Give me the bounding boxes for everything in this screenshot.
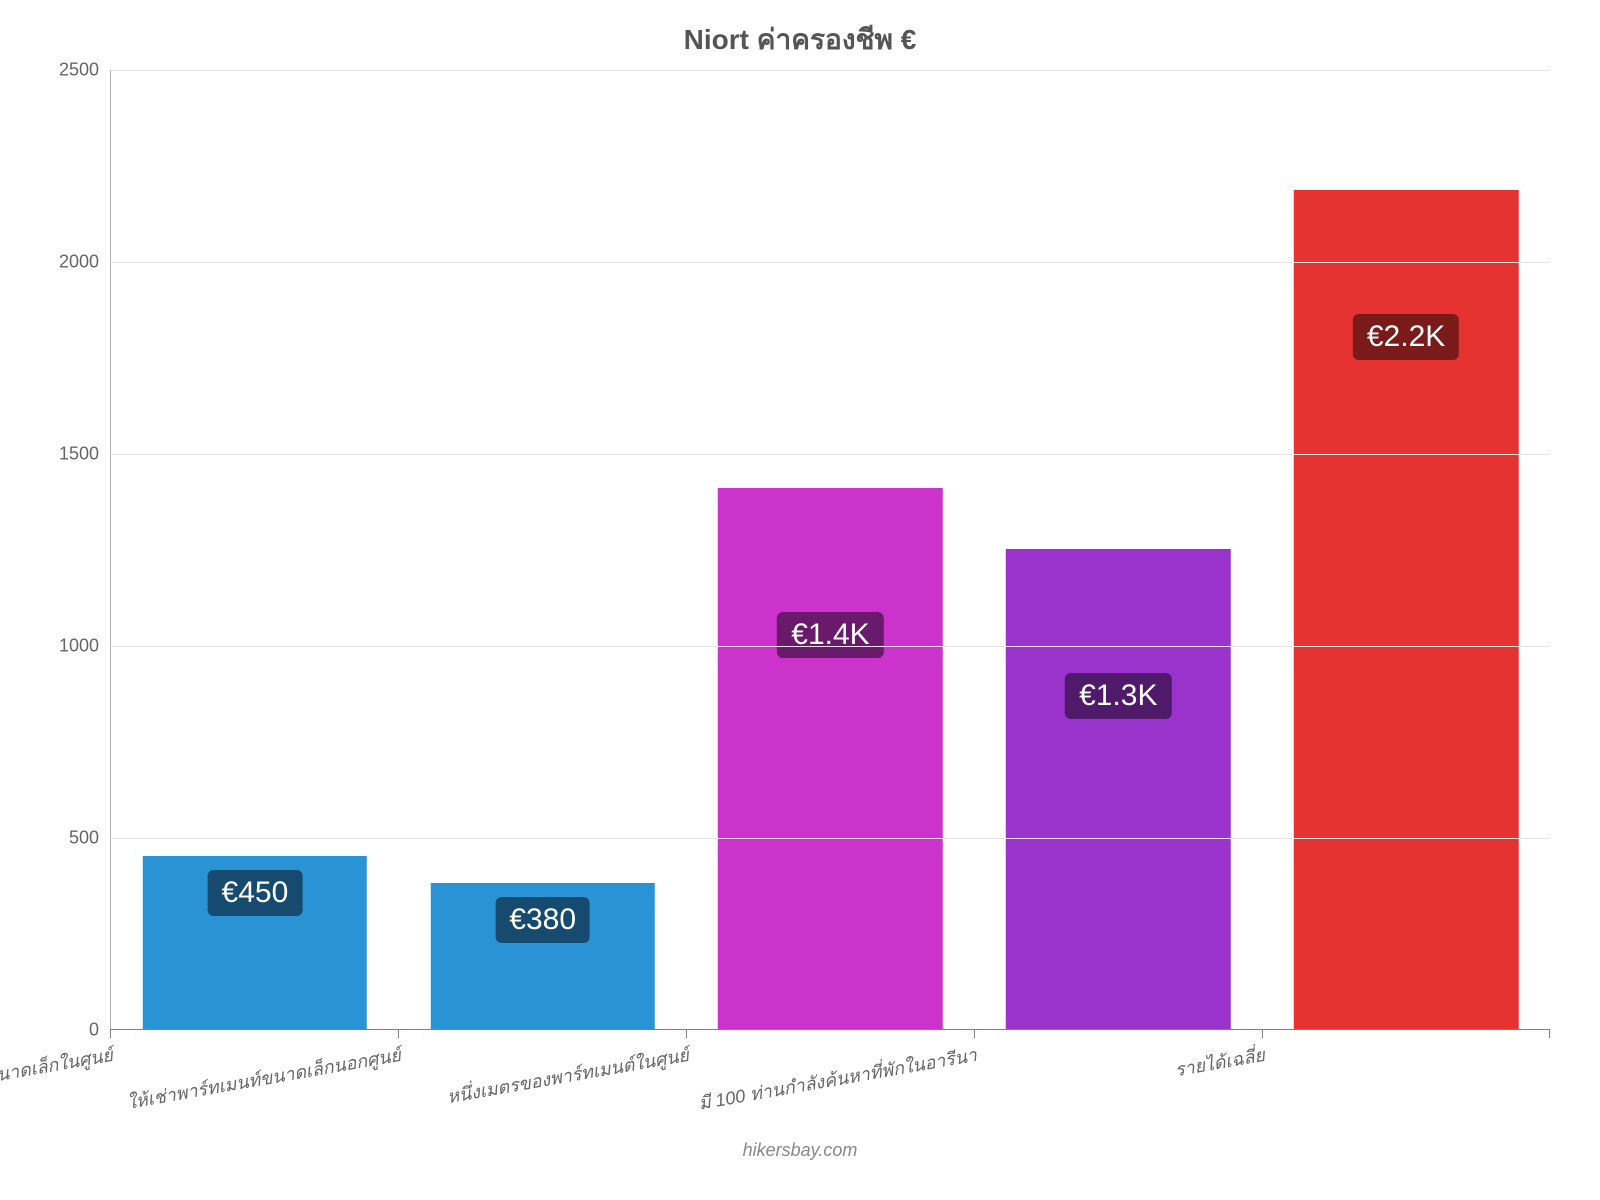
bar-slot: €380 (399, 70, 687, 1029)
bar-value-label: €1.4K (777, 612, 883, 658)
ytick-label: 2500 (59, 60, 111, 81)
ytick-label: 1000 (59, 636, 111, 657)
bar (718, 488, 942, 1029)
ytick-label: 2000 (59, 252, 111, 273)
x-axis: ให้เช่าพาร์ทเมนต์ขนาดเล็กในศูนย์ให้เช่าพ… (110, 1030, 1550, 1150)
bar-value-label: €2.2K (1353, 314, 1459, 360)
gridline (111, 454, 1550, 455)
xtick-mark (110, 1030, 111, 1038)
bar-value-label: €380 (495, 897, 590, 943)
bar-value-label: €450 (208, 870, 303, 916)
xtick-mark (398, 1030, 399, 1038)
bars-container: €450 €380 €1.4K €1.3K €2.2K (111, 70, 1550, 1029)
gridline (111, 70, 1550, 71)
gridline (111, 646, 1550, 647)
bar-slot: €1.3K (974, 70, 1262, 1029)
xtick-label: ให้เช่าพาร์ทเมนต์ขนาดเล็กในศูนย์ (0, 1040, 115, 1114)
gridline (111, 838, 1550, 839)
cost-of-living-bar-chart: Niort ค่าครองชีพ € €450 €380 €1.4K €1.3K €2.… (0, 0, 1600, 1200)
xtick-mark (686, 1030, 687, 1038)
xtick-mark (1549, 1030, 1550, 1038)
xtick-slot: รายได้เฉลี่ย (1262, 1030, 1550, 1150)
gridline (111, 262, 1550, 263)
ytick-label: 0 (89, 1020, 111, 1041)
ytick-label: 1500 (59, 444, 111, 465)
bar-slot: €2.2K (1262, 70, 1550, 1029)
chart-title: Niort ค่าครองชีพ € (0, 18, 1600, 62)
attribution-text: hikersbay.com (0, 1140, 1600, 1161)
xtick-mark (974, 1030, 975, 1038)
bar-slot: €1.4K (687, 70, 975, 1029)
bar (1006, 549, 1230, 1029)
plot-area: €450€380€1.4K€1.3K€2.2K 0500100015002000… (110, 70, 1550, 1030)
ytick-label: 500 (69, 828, 111, 849)
xtick-mark (1262, 1030, 1263, 1038)
bar-value-label: €1.3K (1065, 673, 1171, 719)
bar-slot: €450 (111, 70, 399, 1029)
